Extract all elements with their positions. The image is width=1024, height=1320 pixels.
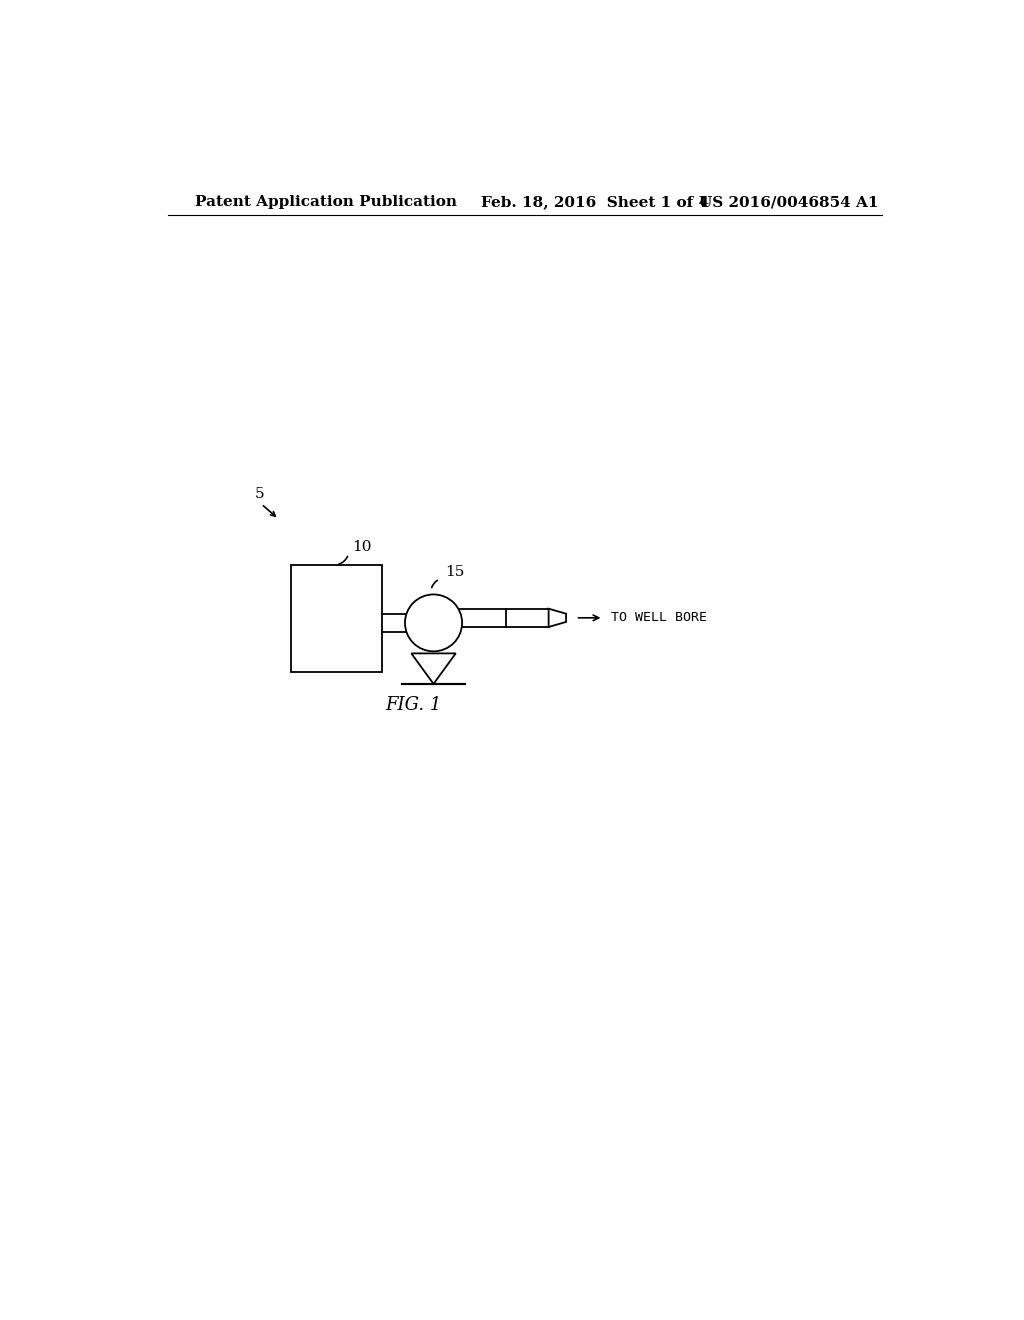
Bar [291,565,382,672]
Text: FIG. 1: FIG. 1 [385,696,442,714]
Text: US 2016/0046854 A1: US 2016/0046854 A1 [699,195,879,209]
Text: 5: 5 [255,487,264,500]
Polygon shape [549,609,566,627]
Text: Feb. 18, 2016  Sheet 1 of 4: Feb. 18, 2016 Sheet 1 of 4 [481,195,710,209]
Text: 10: 10 [352,540,372,553]
Polygon shape [412,653,456,684]
Text: 15: 15 [445,565,465,579]
Ellipse shape [404,594,462,651]
Text: Patent Application Publication: Patent Application Publication [196,195,458,209]
Text: TO WELL BORE: TO WELL BORE [611,611,708,624]
